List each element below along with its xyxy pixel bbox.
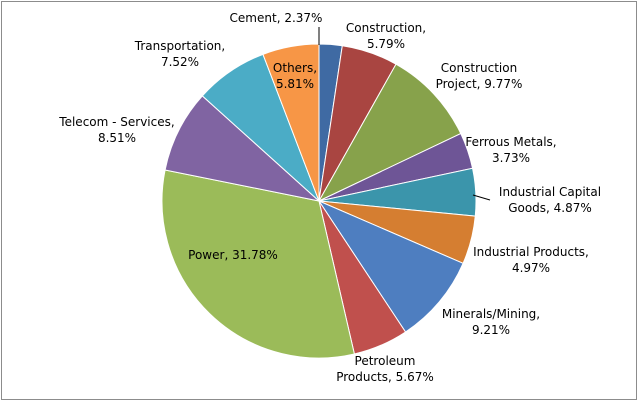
slice-label: Others, 5.81% — [273, 61, 317, 91]
pie-slice-power — [161, 169, 355, 359]
pie-slice-construction-project — [317, 63, 462, 203]
slice-label: Construction, 5.79% — [346, 21, 426, 51]
leader-lines — [318, 27, 491, 201]
pie-slice-minerals-mining — [317, 199, 464, 333]
slice-label: Industrial Products, 4.97% — [473, 245, 589, 275]
slice-label: Cement, 2.37% — [230, 11, 323, 25]
slice-label: Minerals/Mining, 9.21% — [442, 307, 540, 337]
slice-label: Telecom - Services, 8.51% — [58, 115, 174, 145]
slice-label: Industrial Capital Goods, 4.87% — [499, 185, 601, 215]
slice-label: Transportation, 7.52% — [134, 39, 225, 69]
slice-label: Petroleum Products, 5.67% — [336, 354, 434, 384]
pie-slice-telecom-services — [164, 95, 321, 202]
slice-labels: Cement, 2.37% Construction, 5.79% Construct… — [58, 11, 601, 384]
slice-label: Ferrous Metals, 3.73% — [465, 135, 556, 165]
pie-slices — [161, 43, 477, 359]
slice-label: Power, 31.78% — [188, 248, 278, 262]
leader-line — [472, 194, 491, 201]
slice-label: Construction Project, 9.77% — [436, 61, 523, 91]
